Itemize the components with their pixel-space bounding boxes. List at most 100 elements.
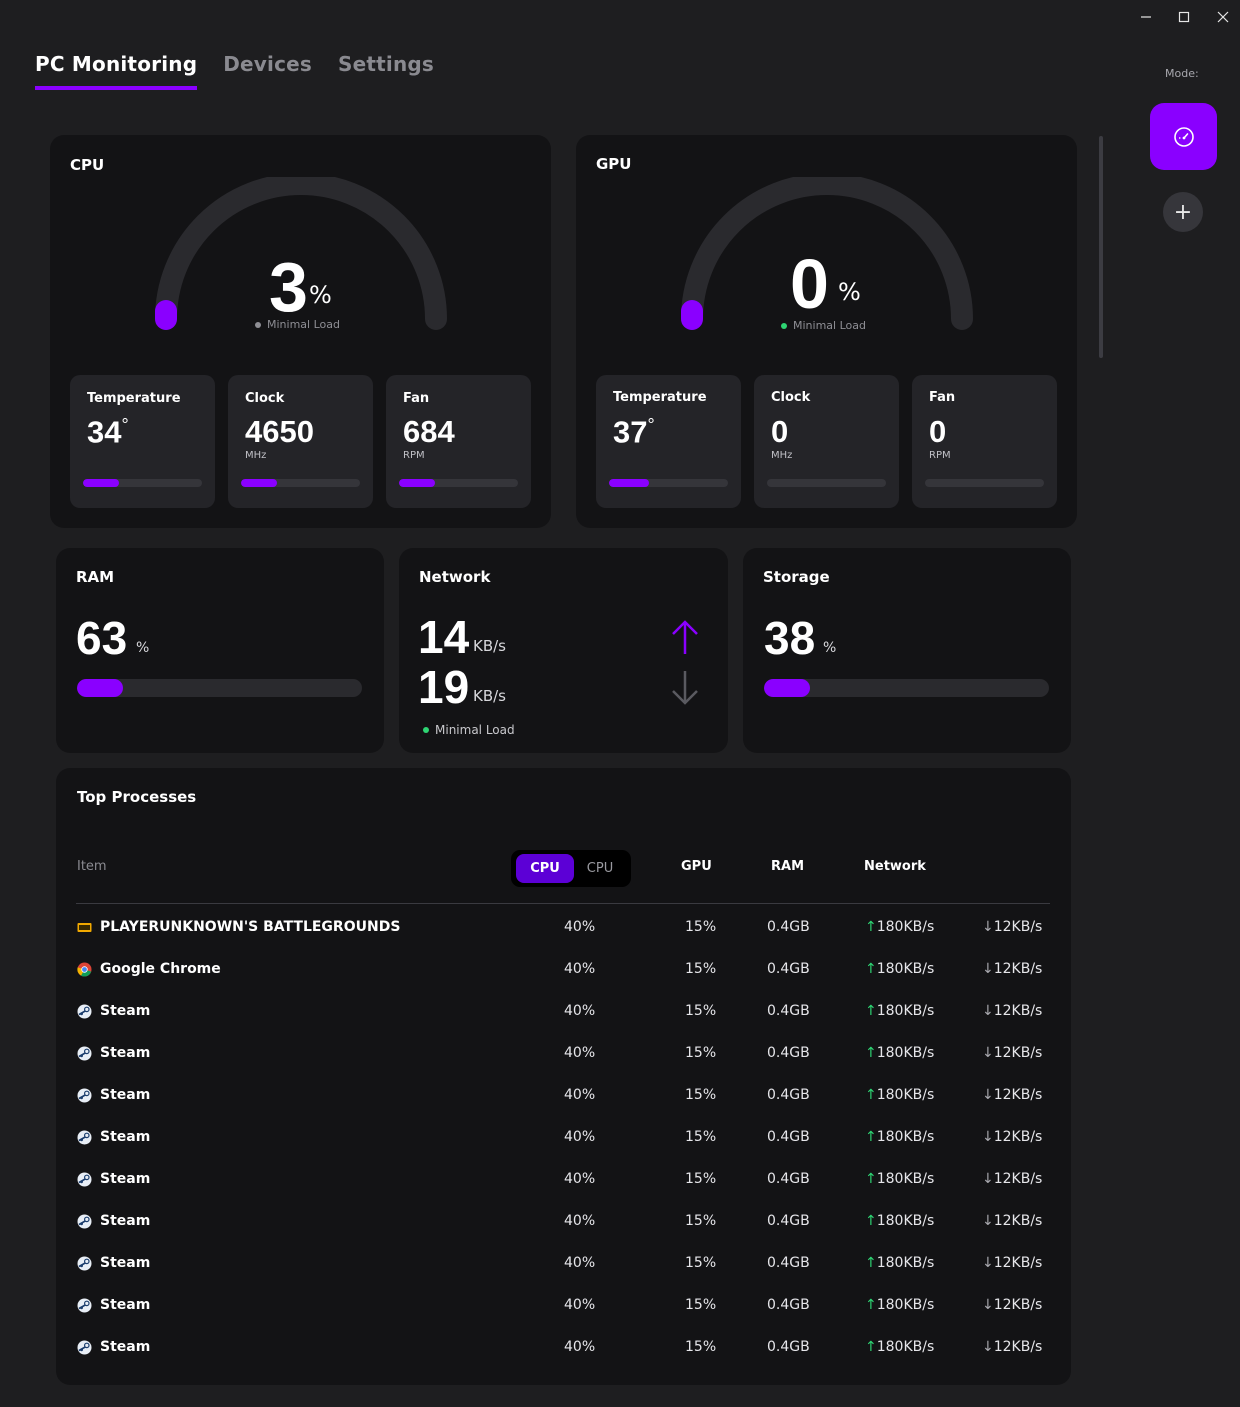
process-gpu: 15% [685, 1213, 717, 1229]
process-cpu: 40% [564, 1087, 596, 1103]
mode-button[interactable] [1150, 103, 1217, 170]
column-ram[interactable]: RAM [771, 859, 805, 874]
cpu-clock-value: 4650 [245, 414, 314, 449]
steam-icon [77, 1256, 92, 1271]
network-load-status: Minimal Load [423, 723, 515, 737]
storage-fill [764, 679, 810, 697]
cpu-fan-unit: RPM [403, 450, 425, 461]
cpu-fan-value: 684 [403, 414, 455, 449]
arrow-down-icon: ↓ [982, 1255, 994, 1271]
plus-icon: + [1173, 199, 1193, 225]
process-name: Steam [100, 1339, 151, 1355]
close-icon[interactable] [1213, 8, 1233, 26]
arrow-up-icon: ↑ [865, 1129, 877, 1145]
table-row[interactable]: Google Chrome 40% 15% 0.4GB ↑180KB/s ↓12KB/s [57, 961, 1070, 1003]
process-network-down: ↓12KB/s [982, 1255, 1043, 1271]
minimize-icon[interactable] [1136, 8, 1156, 26]
column-network[interactable]: Network [864, 859, 926, 874]
process-gpu: 15% [685, 1129, 717, 1145]
top-processes-title: Top Processes [77, 788, 197, 806]
arrow-down-icon: ↓ [982, 1087, 994, 1103]
gpu-fan-title: Fan [929, 390, 956, 405]
process-ram: 0.4GB [767, 961, 810, 977]
steam-icon [77, 1214, 92, 1229]
process-ram: 0.4GB [767, 1339, 810, 1355]
process-cpu: 40% [564, 1297, 596, 1313]
arrow-up-icon [672, 620, 698, 654]
network-panel: Network 14 KB/s 19 KB/s Minimal Load [399, 548, 728, 753]
table-row[interactable]: Steam 40% 15% 0.4GB ↑180KB/s ↓12KB/s [57, 1297, 1070, 1339]
process-network-up: ↑180KB/s [865, 1129, 935, 1145]
cpu-fan-title: Fan [403, 391, 430, 406]
scrollbar[interactable] [1099, 136, 1103, 358]
ram-value: 63 [76, 612, 128, 664]
process-network-down: ↓12KB/s [982, 1003, 1043, 1019]
gpu-clock-unit: MHz [771, 450, 793, 461]
process-ram: 0.4GB [767, 1171, 810, 1187]
gpu-temperature-title: Temperature [613, 390, 707, 405]
cpu-title: CPU [70, 156, 105, 174]
table-row[interactable]: Steam 40% 15% 0.4GB ↑180KB/s ↓12KB/s [57, 1003, 1070, 1045]
network-download-unit: KB/s [473, 687, 506, 705]
steam-icon [77, 1298, 92, 1313]
arrow-down-icon: ↓ [982, 1213, 994, 1229]
cpu-clock-fill [241, 479, 277, 487]
process-network-up: ↑180KB/s [865, 961, 935, 977]
cpu-fan-bar [399, 479, 518, 487]
arrow-up-icon: ↑ [865, 1297, 877, 1313]
tab-settings[interactable]: Settings [338, 52, 435, 76]
cpu-load-label: Minimal Load [267, 318, 340, 331]
process-network-down: ↓12KB/s [982, 1213, 1043, 1229]
network-upload-unit: KB/s [473, 637, 506, 655]
arrow-down-icon: ↓ [982, 919, 994, 935]
network-load-dot [423, 727, 429, 733]
toggle-cpu-inactive[interactable]: CPU [586, 861, 614, 876]
tab-devices[interactable]: Devices [223, 52, 313, 76]
arrow-down-icon: ↓ [982, 1339, 994, 1355]
arrow-up-icon: ↑ [865, 1087, 877, 1103]
steam-icon [77, 1130, 92, 1145]
maximize-icon[interactable] [1174, 8, 1194, 26]
process-network-up: ↑180KB/s [865, 1213, 935, 1229]
add-mode-button[interactable]: + [1163, 192, 1203, 232]
cpu-temperature-bar [83, 479, 202, 487]
table-row[interactable]: Steam 40% 15% 0.4GB ↑180KB/s ↓12KB/s [57, 1171, 1070, 1213]
table-row[interactable]: PLAYERUNKNOWN'S BATTLEGROUNDS 40% 15% 0.4GB… [57, 919, 1070, 961]
table-row[interactable]: Steam 40% 15% 0.4GB ↑180KB/s ↓12KB/s [57, 1129, 1070, 1171]
process-name: Steam [100, 1171, 151, 1187]
process-network-up: ↑180KB/s [865, 1003, 935, 1019]
gpu-load-label: Minimal Load [793, 319, 866, 332]
table-row[interactable]: Steam 40% 15% 0.4GB ↑180KB/s ↓12KB/s [57, 1213, 1070, 1255]
column-gpu[interactable]: GPU [681, 859, 712, 874]
process-gpu: 15% [685, 1255, 717, 1271]
table-row[interactable]: Steam 40% 15% 0.4GB ↑180KB/s ↓12KB/s [57, 1339, 1070, 1381]
storage-value: 38 [764, 612, 816, 664]
process-name: Steam [100, 1255, 151, 1271]
process-ram: 0.4GB [767, 1213, 810, 1229]
process-network-down: ↓12KB/s [982, 1129, 1043, 1145]
network-upload-value: 14 [418, 611, 470, 663]
process-cpu: 40% [564, 1213, 596, 1229]
storage-unit: % [823, 640, 837, 656]
process-cpu: 40% [564, 1003, 596, 1019]
process-gpu: 15% [685, 1171, 717, 1187]
arrow-down-icon: ↓ [982, 1045, 994, 1061]
table-row[interactable]: Steam 40% 15% 0.4GB ↑180KB/s ↓12KB/s [57, 1045, 1070, 1087]
arrow-up-icon: ↑ [865, 1255, 877, 1271]
tab-pc-monitoring[interactable]: PC Monitoring [35, 52, 198, 90]
process-cpu: 40% [564, 961, 596, 977]
table-row[interactable]: Steam 40% 15% 0.4GB ↑180KB/s ↓12KB/s [57, 1087, 1070, 1129]
column-item[interactable]: Item [77, 859, 107, 874]
cpu-temperature-card: Temperature 34° [70, 375, 215, 508]
gpu-gauge [681, 177, 973, 330]
process-network-down: ↓12KB/s [982, 1087, 1043, 1103]
steam-icon [77, 1172, 92, 1187]
process-ram: 0.4GB [767, 1129, 810, 1145]
process-network-down: ↓12KB/s [982, 919, 1043, 935]
arrow-down-icon: ↓ [982, 961, 994, 977]
process-gpu: 15% [685, 961, 717, 977]
gpu-fan-card: Fan 0 RPM [912, 375, 1057, 508]
cpu-clock-card: Clock 4650 MHz [228, 375, 373, 508]
toggle-cpu-active[interactable]: CPU [516, 854, 574, 883]
table-row[interactable]: Steam 40% 15% 0.4GB ↑180KB/s ↓12KB/s [57, 1255, 1070, 1297]
